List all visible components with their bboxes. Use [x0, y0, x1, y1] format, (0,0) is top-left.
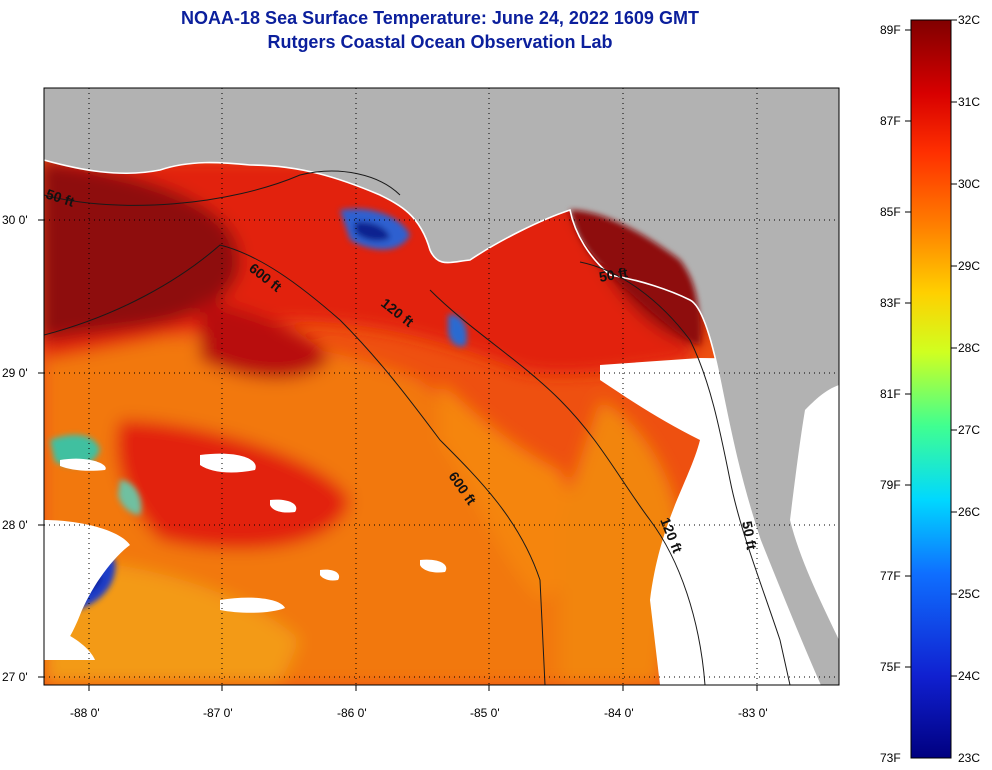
lon-tick-label: -85 0' — [470, 706, 500, 720]
colorbar-label-f: 85F — [880, 205, 901, 219]
colorbar-label-f: 83F — [880, 296, 901, 310]
colorbar-label-f: 79F — [880, 478, 901, 492]
axis-ticks — [38, 219, 758, 691]
colorbar-label-c: 30C — [958, 177, 981, 191]
map-frame — [43, 87, 840, 686]
colorbar-label-c: 29C — [958, 259, 981, 273]
contour-120ft — [429, 289, 706, 685]
colorbar-label-f: 73F — [880, 751, 901, 765]
colorbar-ticks — [905, 19, 957, 677]
map-title-line1: NOAA-18 Sea Surface Temperature: June 24… — [181, 8, 699, 28]
colorbar-label-c: 24C — [958, 669, 981, 683]
colorbar-label-f: 81F — [880, 387, 901, 401]
colorbar-label-f: 89F — [880, 23, 901, 37]
lat-tick-label: 27 0' — [2, 670, 28, 684]
colorbar-label-c: 27C — [958, 423, 981, 437]
colorbar-label-f: 75F — [880, 660, 901, 674]
map-title-line2: Rutgers Coastal Ocean Observation Lab — [267, 32, 613, 52]
lat-tick-label: 28 0' — [2, 518, 28, 532]
lon-tick-label: -83 0' — [738, 706, 768, 720]
colorbar-label-c: 32C — [958, 13, 981, 27]
coastline — [44, 159, 821, 685]
sst-field: 50 ft 600 ft 120 ft 50 ft 600 ft 120 ft … — [44, 88, 839, 685]
lat-tick-label: 30 0' — [2, 213, 28, 227]
lon-tick-label: -86 0' — [337, 706, 367, 720]
depth-contours — [44, 170, 791, 685]
colorbar-label-f: 87F — [880, 114, 901, 128]
colorbar-label-c: 26C — [958, 505, 981, 519]
colorbar-label-f: 77F — [880, 569, 901, 583]
lon-tick-label: -87 0' — [203, 706, 233, 720]
lat-tick-label: 29 0' — [2, 366, 28, 380]
colorbar-label-c: 28C — [958, 341, 981, 355]
contour-label-7: 50 ft — [739, 520, 760, 551]
lon-tick-label: -88 0' — [70, 706, 100, 720]
contour-600ft — [44, 244, 546, 685]
colorbar — [910, 19, 952, 759]
colorbar-label-c: 23C — [958, 751, 981, 765]
contour-50ft-east — [579, 261, 791, 685]
colorbar-label-c: 31C — [958, 95, 981, 109]
contour-label-4: 50 ft — [598, 264, 629, 285]
lon-tick-label: -84 0' — [604, 706, 634, 720]
colorbar-label-c: 25C — [958, 587, 981, 601]
big-bend-shelf — [570, 210, 700, 345]
contour-50ft-west — [44, 170, 401, 206]
